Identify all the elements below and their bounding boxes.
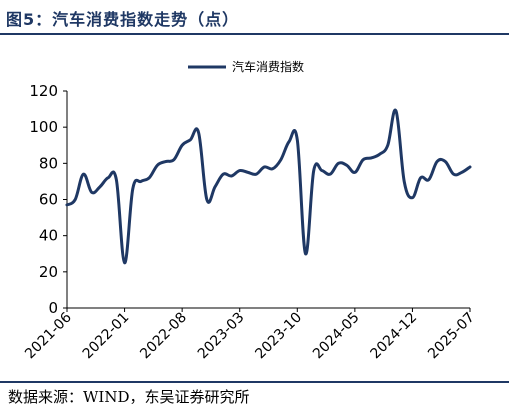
x-axis: 2021-06 2022-01 2022-08 2023-03 2023-10 2024-… xyxy=(22,307,478,363)
y-tick-label: 0 xyxy=(48,299,58,317)
data-point xyxy=(288,140,291,143)
data-point xyxy=(222,173,225,176)
y-axis: 0 20 40 60 80 100 120 xyxy=(29,82,68,317)
data-point xyxy=(123,261,126,264)
x-tick-label: 2024-05 xyxy=(310,310,363,363)
data-point xyxy=(255,173,258,176)
y-tick-label: 120 xyxy=(29,82,58,100)
data-point xyxy=(296,138,299,141)
data-point xyxy=(172,158,175,161)
data-point xyxy=(189,138,192,141)
x-tick-label: 2024-12 xyxy=(368,310,421,363)
x-tick-label: 2023-10 xyxy=(252,310,305,363)
x-tick-label: 2022-01 xyxy=(80,310,133,363)
data-point xyxy=(320,169,323,172)
data-point xyxy=(90,191,93,194)
data-point xyxy=(246,171,249,174)
data-point xyxy=(394,109,397,112)
legend-label: 汽车消费指数 xyxy=(232,59,304,74)
data-point xyxy=(337,162,340,165)
x-tick-label: 2023-03 xyxy=(195,310,248,363)
y-tick-label: 20 xyxy=(39,263,58,281)
data-point xyxy=(362,158,365,161)
data-point xyxy=(403,180,406,183)
data-point xyxy=(238,169,241,172)
data-point xyxy=(181,144,184,147)
y-tick-label: 100 xyxy=(29,118,58,136)
data-point xyxy=(82,173,85,176)
x-tick-label: 2025-07 xyxy=(425,310,478,363)
data-point xyxy=(353,171,356,174)
data-point xyxy=(263,165,266,168)
data-point xyxy=(148,176,151,179)
data-point xyxy=(329,173,332,176)
data-point xyxy=(164,160,167,163)
data-point xyxy=(279,158,282,161)
data-point xyxy=(312,169,315,172)
data-point xyxy=(214,185,217,188)
y-tick-label: 40 xyxy=(39,227,58,245)
data-point xyxy=(140,180,143,183)
plot-area xyxy=(65,108,472,265)
data-point xyxy=(115,178,118,181)
chart-title: 图5：汽车消费指数走势（点） xyxy=(6,10,240,29)
data-point xyxy=(378,153,381,156)
data-point xyxy=(469,165,472,168)
data-point xyxy=(271,167,274,170)
data-point xyxy=(230,174,233,177)
data-point xyxy=(411,196,414,199)
data-point xyxy=(345,164,348,167)
data-point xyxy=(98,185,101,188)
data-point xyxy=(66,203,69,206)
y-tick-label: 60 xyxy=(39,191,58,209)
data-point xyxy=(444,160,447,163)
data-point xyxy=(386,144,389,147)
data-point xyxy=(107,176,110,179)
data-point xyxy=(197,131,200,134)
y-tick-label: 80 xyxy=(39,154,58,172)
data-point xyxy=(460,171,463,174)
data-source-note: 数据来源：WIND，东吴证券研究所 xyxy=(8,388,250,406)
title-divider xyxy=(0,33,509,35)
data-point xyxy=(427,178,430,181)
data-point xyxy=(370,156,373,159)
x-tick-label: 2022-08 xyxy=(137,310,190,363)
data-point xyxy=(436,160,439,163)
data-point xyxy=(205,198,208,201)
data-point xyxy=(74,198,77,201)
data-point xyxy=(452,173,455,176)
data-point xyxy=(419,176,422,179)
x-tick-label: 2021-06 xyxy=(22,309,75,362)
legend: 汽车消费指数 xyxy=(188,59,304,74)
series-line xyxy=(65,108,472,265)
data-point xyxy=(304,252,307,255)
footer-divider xyxy=(0,381,509,383)
data-point xyxy=(131,187,134,190)
data-point xyxy=(156,164,159,167)
